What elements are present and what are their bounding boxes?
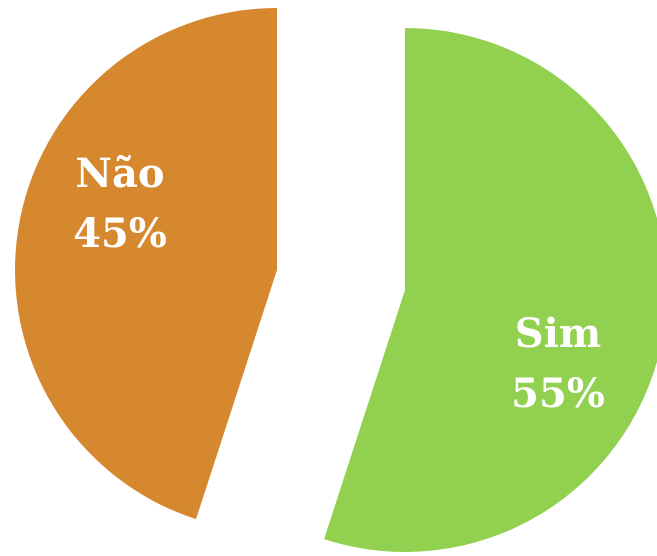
pie-slice	[15, 8, 277, 520]
pie-slice	[324, 28, 657, 552]
slice-category-label: Não	[75, 150, 164, 197]
slice-value-label: 45%	[73, 210, 167, 257]
slice-value-label: 55%	[511, 370, 605, 417]
slice-category-label: Sim	[515, 310, 601, 357]
